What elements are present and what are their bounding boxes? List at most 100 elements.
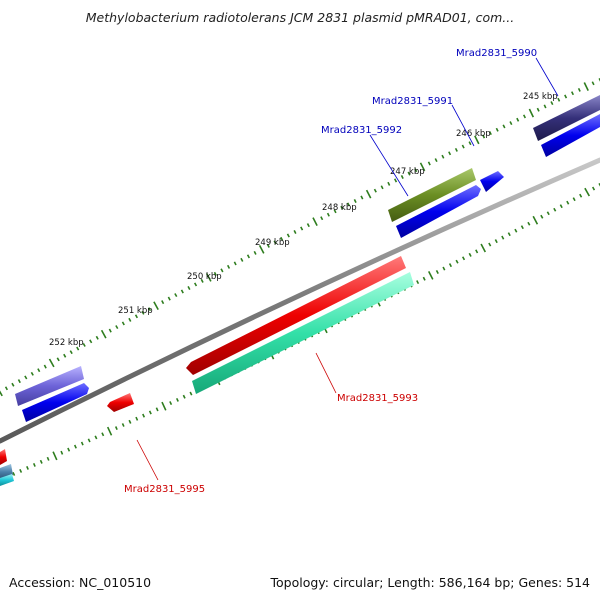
gene-feature-red-edge[interactable] [0,449,7,465]
tick-mark-minor [598,78,600,82]
tick-mark-minor [540,214,544,219]
tick-mark-minor [414,168,418,173]
tick-label-251: 251 kbp [118,306,153,316]
tick-mark-minor [101,432,105,437]
gene-feature-mrad2831-5990-cog[interactable] [533,95,600,141]
tick-mark-minor [213,271,217,276]
tick-mark-minor [80,441,84,446]
gene-feature-mrad2831-5990[interactable] [541,114,600,157]
gene-label-mrad2831-5993[interactable]: Mrad2831_5993 [337,393,418,404]
tick-mark-minor [591,186,596,191]
tick-mark-minor [169,401,173,406]
tick-mark-major [100,329,107,339]
tick-mark-minor [233,261,237,266]
gene-label-mrad2831-5992[interactable]: Mrad2831_5992 [321,125,402,136]
gene-label-mrad2831-5995[interactable]: Mrad2831_5995 [124,484,205,495]
tick-mark-minor [557,97,561,102]
gene-feature-mrad2831-5992-cog[interactable] [388,168,476,222]
tick-mark-minor [43,364,47,369]
tick-mark-minor [39,459,43,464]
tick-mark-minor [266,243,270,248]
tick-mark-minor [546,211,550,216]
tick-mark-minor [360,195,364,200]
tick-mark-minor [536,107,540,112]
label-connector-mrad2831-5991 [451,104,475,147]
tick-mark-minor [82,342,86,347]
tick-mark-major [312,217,318,226]
tick-mark-major [52,451,58,461]
gene-feature-cog-cyan-edge[interactable] [0,474,14,486]
tick-mark-minor [128,317,132,322]
gene-feature-mrad2831-5991[interactable] [480,171,504,192]
tick-mark-major [419,162,426,172]
tick-mark-minor [89,339,93,344]
label-connector-mrad2831-5992 [369,134,409,197]
tick-mark-minor [387,181,391,186]
tick-mark-minor [407,171,411,176]
tick-mark-major [106,426,113,436]
tick-mark-minor [135,416,139,421]
tick-mark-major [427,271,434,280]
tick-label-245: 245 kbp [523,92,558,102]
tick-mark-minor [69,350,73,355]
tick-mark-minor [155,407,159,412]
tick-mark-minor [167,296,171,301]
tick-mark-minor [516,117,520,122]
tick-mark-minor [416,280,420,285]
tick-mark-minor [441,154,445,159]
gene-feature-cog-periwinkle[interactable] [15,366,84,406]
tick-mark-minor [482,134,486,139]
tick-mark-minor [427,161,431,166]
tick-mark-minor [502,124,506,129]
gene-feature-mrad2831-5993[interactable] [186,256,406,375]
tick-mark-major [583,82,589,91]
gene-label-mrad2831-5990[interactable]: Mrad2831_5990 [456,48,537,59]
tick-mark-minor [434,158,438,163]
gene-label-mrad2831-5991[interactable]: Mrad2831_5991 [372,96,453,107]
title: Methylobacterium radiotolerans JCM 2831 … [85,10,515,25]
tick-mark-minor [442,266,446,271]
tick-mark-minor [73,444,77,449]
tick-mark-minor [598,183,600,187]
tick-mark-minor [128,419,132,424]
tick-mark-minor [115,325,119,330]
tick-mark-minor [87,438,91,443]
tick-mark-major [480,243,487,253]
tick-mark-minor [161,300,165,305]
tick-mark-minor [553,207,557,212]
tick-mark-minor [422,276,426,281]
tick-mark-minor [26,465,29,470]
tick-mark-minor [148,410,152,415]
gene-feature-forward-blue[interactable] [22,383,89,422]
tick-mark-minor [570,91,575,96]
tick-mark-minor [326,212,330,217]
tick-mark-major [532,215,539,225]
tick-mark-minor [522,114,527,119]
tick-mark-minor [253,250,257,255]
tick-mark-minor [12,471,16,476]
tick-mark-minor [19,468,23,473]
gene-feature-mrad2831-5993-cog[interactable] [192,272,414,394]
tick-label-248: 248 kbp [322,203,357,213]
tick-mark-minor [220,268,224,273]
gene-feature-mrad2831-5992[interactable] [396,185,481,238]
tick-mark-minor [147,307,152,312]
tick-mark-minor [121,321,125,326]
tick-mark-minor [550,101,554,106]
tick-mark-major [161,401,167,411]
tick-label-252: 252 kbp [49,338,84,348]
tick-mark-minor [543,104,547,109]
tick-mark-minor [475,249,479,254]
tick-mark-minor [175,397,179,402]
tick-mark-minor [488,242,492,247]
tick-mark-minor [514,228,518,233]
gene-feature-mrad2831-5995[interactable] [107,393,134,412]
tick-mark-minor [346,202,351,207]
tick-mark-minor [572,197,576,202]
tick-mark-minor [333,209,337,214]
tick-mark-minor [17,379,21,384]
tick-mark-minor [488,131,492,136]
tick-label-249: 249 kbp [255,238,290,248]
tick-mark-minor [527,221,531,226]
